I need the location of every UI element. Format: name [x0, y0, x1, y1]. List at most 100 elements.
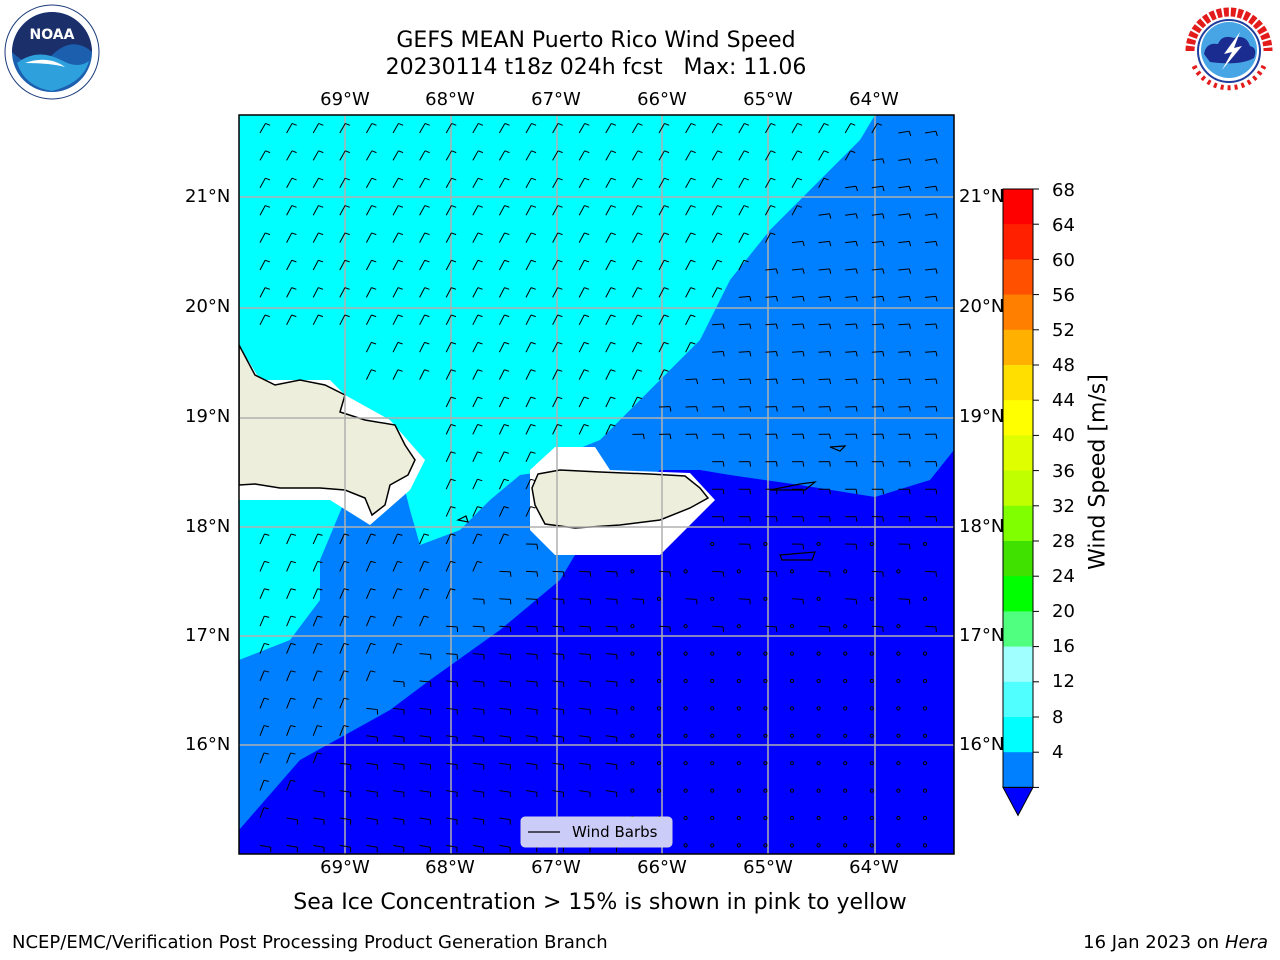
- wind-barb: [419, 615, 425, 627]
- wind-barb: [392, 287, 399, 298]
- wind-barb-flag: [530, 396, 536, 400]
- wind-barb-flag: [264, 533, 270, 536]
- wind-barb-flag: [343, 670, 349, 673]
- calm-wind-marker: [843, 733, 848, 738]
- wind-barb-flag: [263, 779, 269, 782]
- wind-barb: [765, 268, 777, 271]
- wind-barb: [578, 342, 585, 353]
- calm-wind-marker: [630, 678, 635, 684]
- wind-barb: [259, 725, 265, 736]
- wind-barb: [392, 123, 399, 134]
- wind-barb-flag: [802, 544, 805, 550]
- wind-barb-flag: [531, 232, 537, 236]
- wind-barb: [552, 396, 558, 408]
- calm-wind-marker: [922, 651, 928, 656]
- wind-barb: [658, 287, 665, 298]
- wind-barb-flag: [397, 314, 403, 318]
- wind-barb: [312, 643, 318, 654]
- calm-wind-marker: [816, 733, 821, 738]
- wind-barb-flag: [829, 213, 832, 219]
- calm-wind-marker: [630, 733, 635, 738]
- wind-barb-flag: [637, 150, 643, 154]
- wind-barb: [525, 177, 532, 189]
- wind-barb: [259, 232, 266, 243]
- wind-barb: [419, 817, 431, 821]
- wind-barb: [286, 643, 292, 654]
- wind-barb-flag: [397, 287, 403, 290]
- wind-barb-flag: [371, 259, 377, 263]
- wind-barb: [765, 295, 777, 298]
- wind-barb: [579, 625, 591, 628]
- calm-wind-marker: [896, 678, 901, 684]
- wind-barb: [658, 205, 665, 216]
- wind-barb-flag: [318, 314, 324, 318]
- wind-barb: [446, 707, 458, 711]
- wind-barb-flag: [717, 177, 723, 181]
- colorbar: [1002, 188, 1039, 817]
- wind-barb: [552, 260, 559, 271]
- wind-barb-flag: [398, 177, 404, 181]
- wind-barb-flag: [690, 341, 696, 345]
- wind-barb-flag: [478, 150, 484, 154]
- wind-barb: [392, 232, 399, 243]
- wind-barb-flag: [829, 241, 832, 247]
- colorbar-title: Wind Speed [m/s]: [1085, 374, 1111, 570]
- wind-barb: [898, 158, 910, 161]
- wind-barb-flag: [584, 232, 590, 236]
- lon-label-bottom: 64°W: [849, 857, 899, 878]
- calm-wind-marker: [763, 733, 768, 738]
- lon-label-bottom: 67°W: [531, 857, 581, 878]
- wind-barb-flag: [717, 150, 723, 154]
- wind-barb-flag: [557, 205, 563, 208]
- wind-barb-flag: [855, 516, 858, 522]
- wind-barb: [658, 625, 671, 628]
- wind-barb-flag: [397, 341, 403, 345]
- wind-barb: [312, 533, 319, 545]
- colorbar-segment: [1003, 576, 1033, 612]
- wind-barb: [605, 424, 612, 435]
- wind-barb: [844, 123, 852, 134]
- wind-barb-flag: [829, 351, 832, 357]
- wind-barb-flag: [291, 259, 297, 263]
- wind-barb-flag: [775, 323, 778, 329]
- wind-barb: [658, 314, 665, 326]
- wind-barb: [419, 342, 426, 353]
- wind-barb-flag: [908, 296, 911, 302]
- wind-barb: [685, 232, 692, 243]
- wind-barb: [392, 762, 404, 766]
- wind-barb: [419, 790, 431, 793]
- wind-barb-flag: [504, 177, 510, 181]
- colorbar-segment: [1003, 681, 1033, 718]
- wind-barb: [898, 130, 910, 134]
- wind-barb: [445, 369, 452, 380]
- wind-barb-flag: [722, 323, 725, 329]
- wind-barb: [392, 533, 398, 545]
- wind-barb: [419, 533, 425, 545]
- wind-barb: [259, 615, 265, 627]
- wind-barb-flag: [829, 489, 831, 495]
- calm-wind-marker: [869, 651, 874, 656]
- lon-label-top: 66°W: [637, 89, 687, 110]
- wind-barb: [419, 369, 425, 380]
- wind-barb-flag: [717, 259, 723, 263]
- wind-barb-flag: [637, 369, 643, 372]
- wind-barb: [898, 378, 910, 381]
- calm-wind-marker: [922, 843, 928, 848]
- wind-barb-flag: [423, 560, 429, 564]
- wind-barb-flag: [637, 314, 643, 318]
- wind-barb-flag: [908, 351, 911, 357]
- wind-barb: [472, 762, 484, 766]
- wind-barb: [871, 158, 883, 161]
- wind-barb: [445, 314, 452, 326]
- wind-barb-flag: [610, 314, 616, 318]
- wind-barb-flag: [690, 287, 696, 290]
- wind-barb: [419, 707, 431, 711]
- wind-barb: [365, 342, 372, 353]
- wind-barb-flag: [690, 314, 696, 318]
- wind-barb-flag: [637, 341, 643, 345]
- colorbar-tick-label: 40: [1052, 425, 1075, 446]
- wind-barb-flag: [583, 396, 589, 400]
- wind-barb: [286, 844, 298, 848]
- wind-barb: [446, 625, 458, 628]
